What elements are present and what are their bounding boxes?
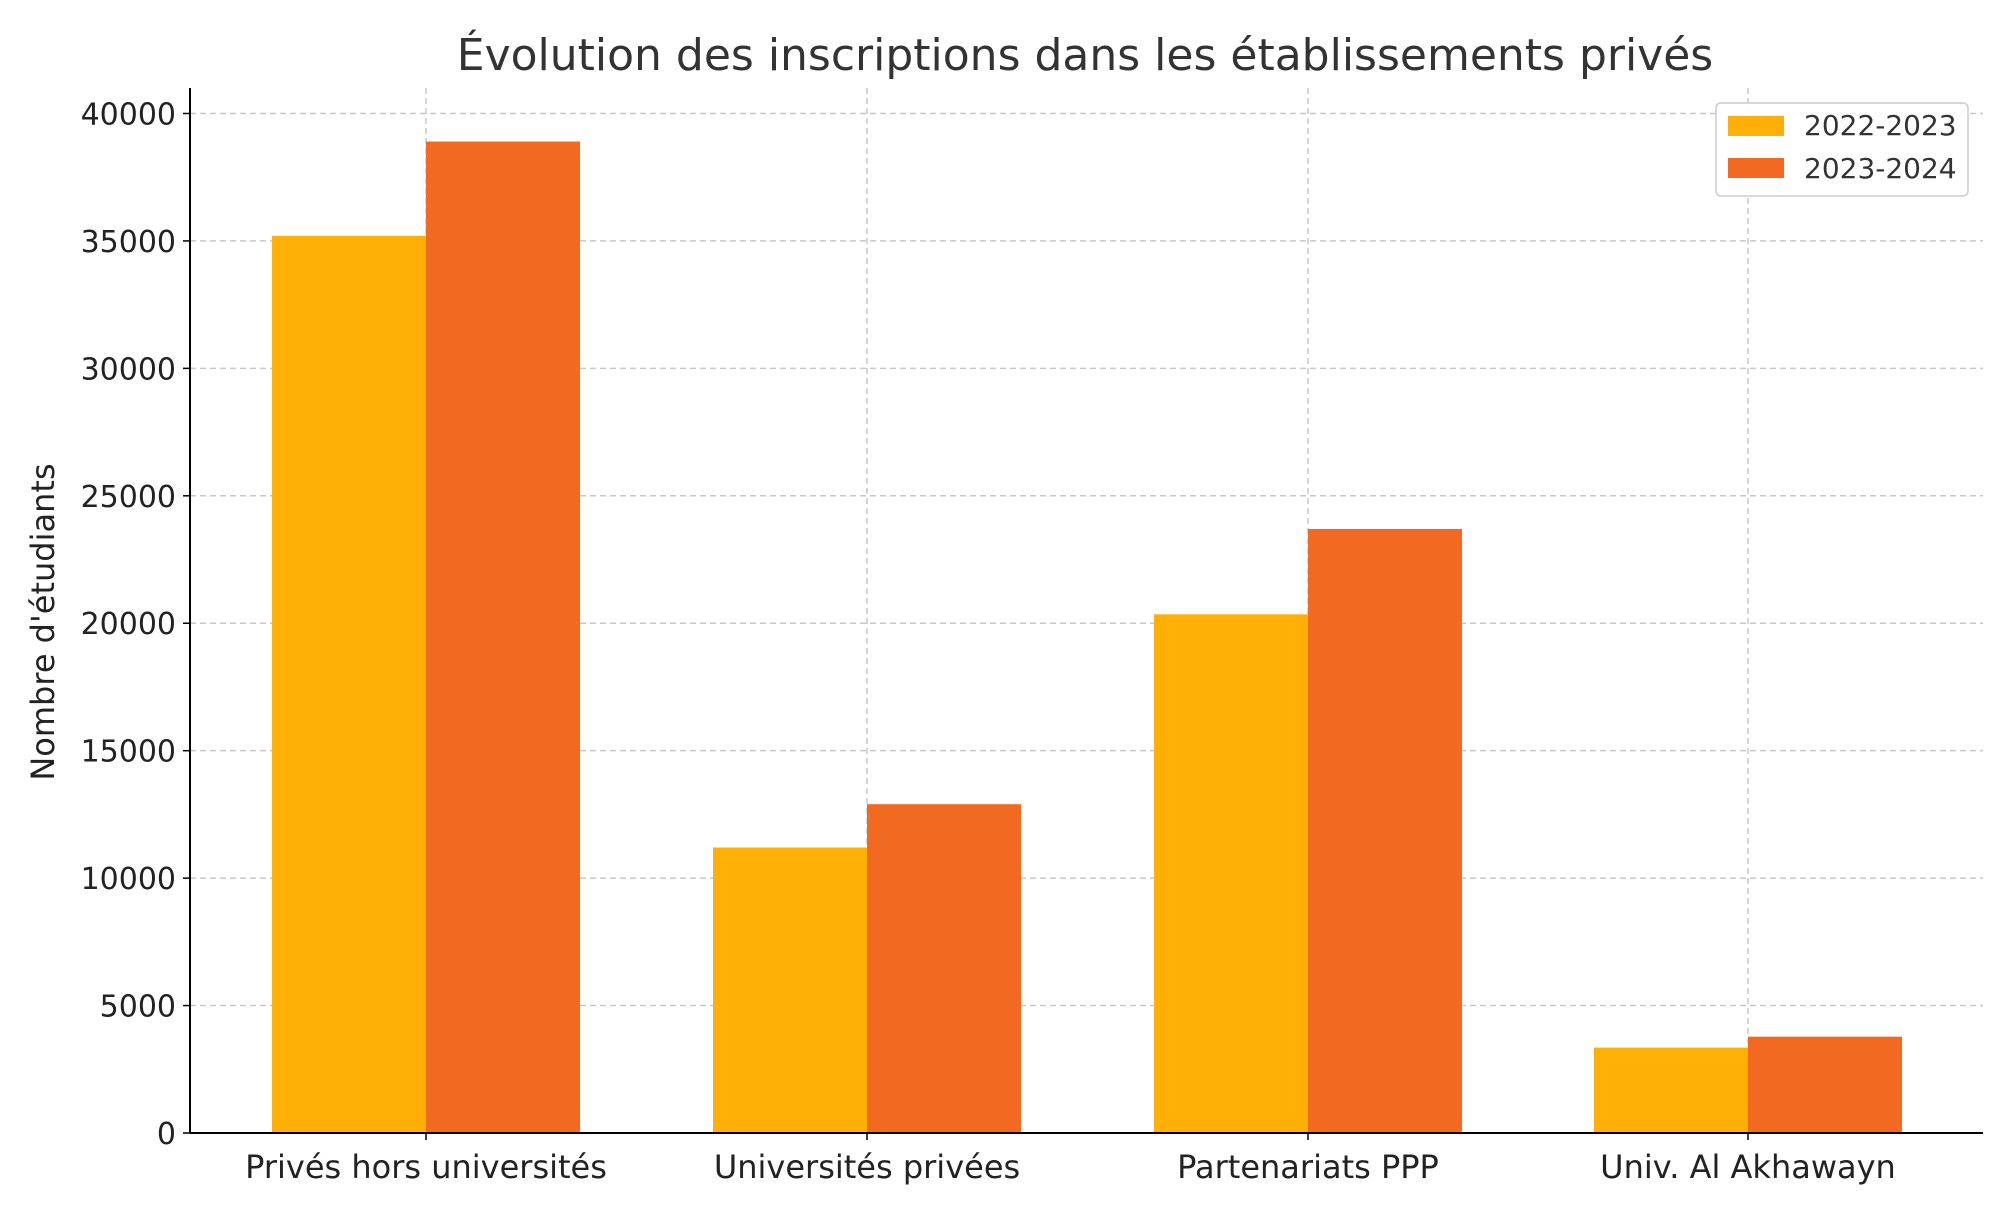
legend: 2022-2023 2023-2024 bbox=[1715, 102, 1969, 197]
y-tick-label-15000: 15000 bbox=[81, 735, 176, 770]
legend-swatch-2022-2023 bbox=[1728, 116, 1784, 136]
legend-label-2022-2023: 2022-2023 bbox=[1804, 109, 1957, 142]
y-tick-label-10000: 10000 bbox=[81, 862, 176, 897]
y-tick-label-30000: 30000 bbox=[81, 352, 176, 387]
axes bbox=[183, 88, 1983, 1140]
bar-2022-2023-univ-al-akhawayn bbox=[1594, 1047, 1748, 1133]
bar-2022-2023-universites-privees bbox=[713, 847, 867, 1133]
x-tick-label-prives-hors-universites: Privés hors universités bbox=[245, 1148, 607, 1186]
y-tick-label-0: 0 bbox=[157, 1117, 176, 1152]
y-tick-label-20000: 20000 bbox=[81, 607, 176, 642]
bar-2023-2024-prives-hors-universites bbox=[426, 141, 580, 1133]
x-tick-label-univ-al-akhawayn: Univ. Al Akhawayn bbox=[1600, 1148, 1896, 1186]
y-tick-label-35000: 35000 bbox=[81, 225, 176, 260]
bar-2023-2024-univ-al-akhawayn bbox=[1748, 1036, 1902, 1133]
y-tick-label-40000: 40000 bbox=[81, 97, 176, 132]
bar-2022-2023-prives-hors-universites bbox=[272, 235, 426, 1133]
tick-labels: 0 5000 10000 15000 20000 25000 30000 35000 40000… bbox=[81, 97, 1896, 1186]
x-tick-label-partenariats-ppp: Partenariats PPP bbox=[1177, 1148, 1439, 1186]
y-axis-label: Nombre d'étudiants bbox=[24, 463, 62, 780]
y-tick-label-25000: 25000 bbox=[81, 480, 176, 515]
bar-2023-2024-universites-privees bbox=[867, 804, 1021, 1133]
legend-swatch-2023-2024 bbox=[1728, 158, 1784, 178]
bars bbox=[272, 141, 1902, 1133]
y-tick-label-5000: 5000 bbox=[100, 990, 176, 1025]
bar-2022-2023-partenariats-ppp bbox=[1154, 614, 1308, 1133]
x-tick-label-universites-privees: Universités privées bbox=[714, 1148, 1020, 1186]
bar-2023-2024-partenariats-ppp bbox=[1308, 528, 1462, 1133]
legend-label-2023-2024: 2023-2024 bbox=[1804, 152, 1957, 185]
chart-title: Évolution des inscriptions dans les étab… bbox=[457, 28, 1713, 81]
